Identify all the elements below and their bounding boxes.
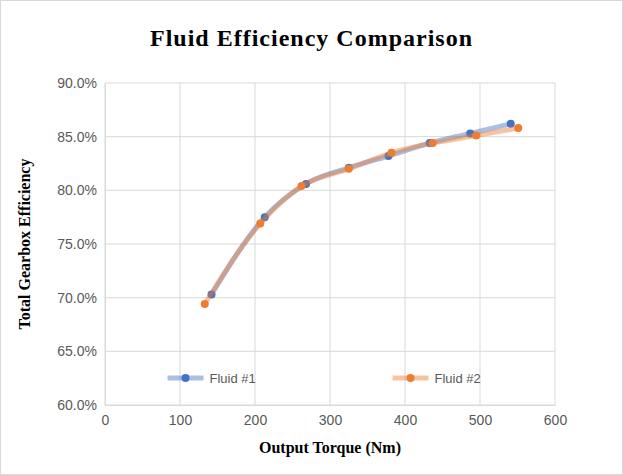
chart-background: [1, 1, 623, 475]
tick-label: 75.0%: [57, 236, 97, 252]
legend-item: Fluid #2: [393, 371, 481, 386]
x-axis-title: Output Torque (Nm): [259, 439, 401, 457]
tick-label: 500: [469, 412, 493, 428]
tick: 85.0%: [57, 129, 105, 145]
point: [256, 220, 264, 228]
legend-marker: [182, 374, 190, 382]
grid-line-y: [105, 83, 555, 84]
point: [514, 124, 522, 132]
tick-label: 300: [319, 412, 343, 428]
x-axis: 0 100 200 300 400 500 600: [102, 405, 568, 428]
tick: 0: [102, 405, 110, 428]
tick-label: 0: [102, 412, 110, 428]
tick-label: 85.0%: [57, 129, 97, 145]
tick-label: 400: [394, 412, 418, 428]
grid-line-y: [105, 405, 555, 406]
point: [429, 139, 437, 147]
legend-item: Fluid #1: [168, 371, 256, 386]
point: [388, 149, 396, 157]
grid-line-y: [105, 297, 555, 298]
legend-marker: [407, 374, 415, 382]
point: [345, 165, 353, 173]
tick: 60.0%: [57, 397, 105, 413]
tick: 100: [169, 405, 193, 428]
point: [298, 182, 306, 190]
tick: 70.0%: [57, 290, 105, 306]
tick: 200: [244, 405, 268, 428]
series-line: [212, 124, 511, 295]
legend-label: Fluid #2: [435, 371, 481, 386]
axis-line: [106, 405, 556, 406]
chart-title: Fluid Efficiency Comparison: [150, 25, 473, 51]
tick: 600: [544, 405, 568, 428]
plot-area: 0 100 200 300 400 500 600 60.0% 65.0% 70.0% 75.0% 8…: [57, 75, 567, 428]
tick-label: 200: [244, 412, 268, 428]
legend: Fluid #1 Fluid #2: [168, 371, 481, 386]
grid: [105, 83, 555, 405]
grid-line-y: [105, 351, 555, 352]
y-axis: 60.0% 65.0% 70.0% 75.0% 80.0% 85.0% 90.0%: [57, 75, 105, 413]
grid-line-y: [105, 244, 555, 245]
y-axis-title: Total Gearbox Efficiency: [16, 159, 34, 330]
tick-label: 100: [169, 412, 193, 428]
legend-label: Fluid #1: [210, 371, 256, 386]
tick-label: 65.0%: [57, 343, 97, 359]
tick-label: 600: [544, 412, 568, 428]
tick: 90.0%: [57, 75, 105, 91]
point: [472, 132, 480, 140]
grid-line-x: [105, 83, 106, 405]
grid-line-y: [105, 190, 555, 191]
tick: 300: [319, 405, 343, 428]
tick: 400: [394, 405, 418, 428]
series-line: [205, 128, 519, 304]
chart: 0 100 200 300 400 500 600 60.0% 65.0% 70.0% 75.0% 8…: [0, 0, 623, 475]
series-group: [201, 120, 523, 308]
tick-label: 80.0%: [57, 182, 97, 198]
tick-label: 60.0%: [57, 397, 97, 413]
tick: 500: [469, 405, 493, 428]
tick-label: 70.0%: [57, 290, 97, 306]
grid-line-y: [105, 136, 555, 137]
tick: 80.0%: [57, 182, 105, 198]
tick-label: 90.0%: [57, 75, 97, 91]
point: [201, 300, 209, 308]
tick: 65.0%: [57, 343, 105, 359]
axis-line: [105, 84, 106, 406]
tick: 75.0%: [57, 236, 105, 252]
